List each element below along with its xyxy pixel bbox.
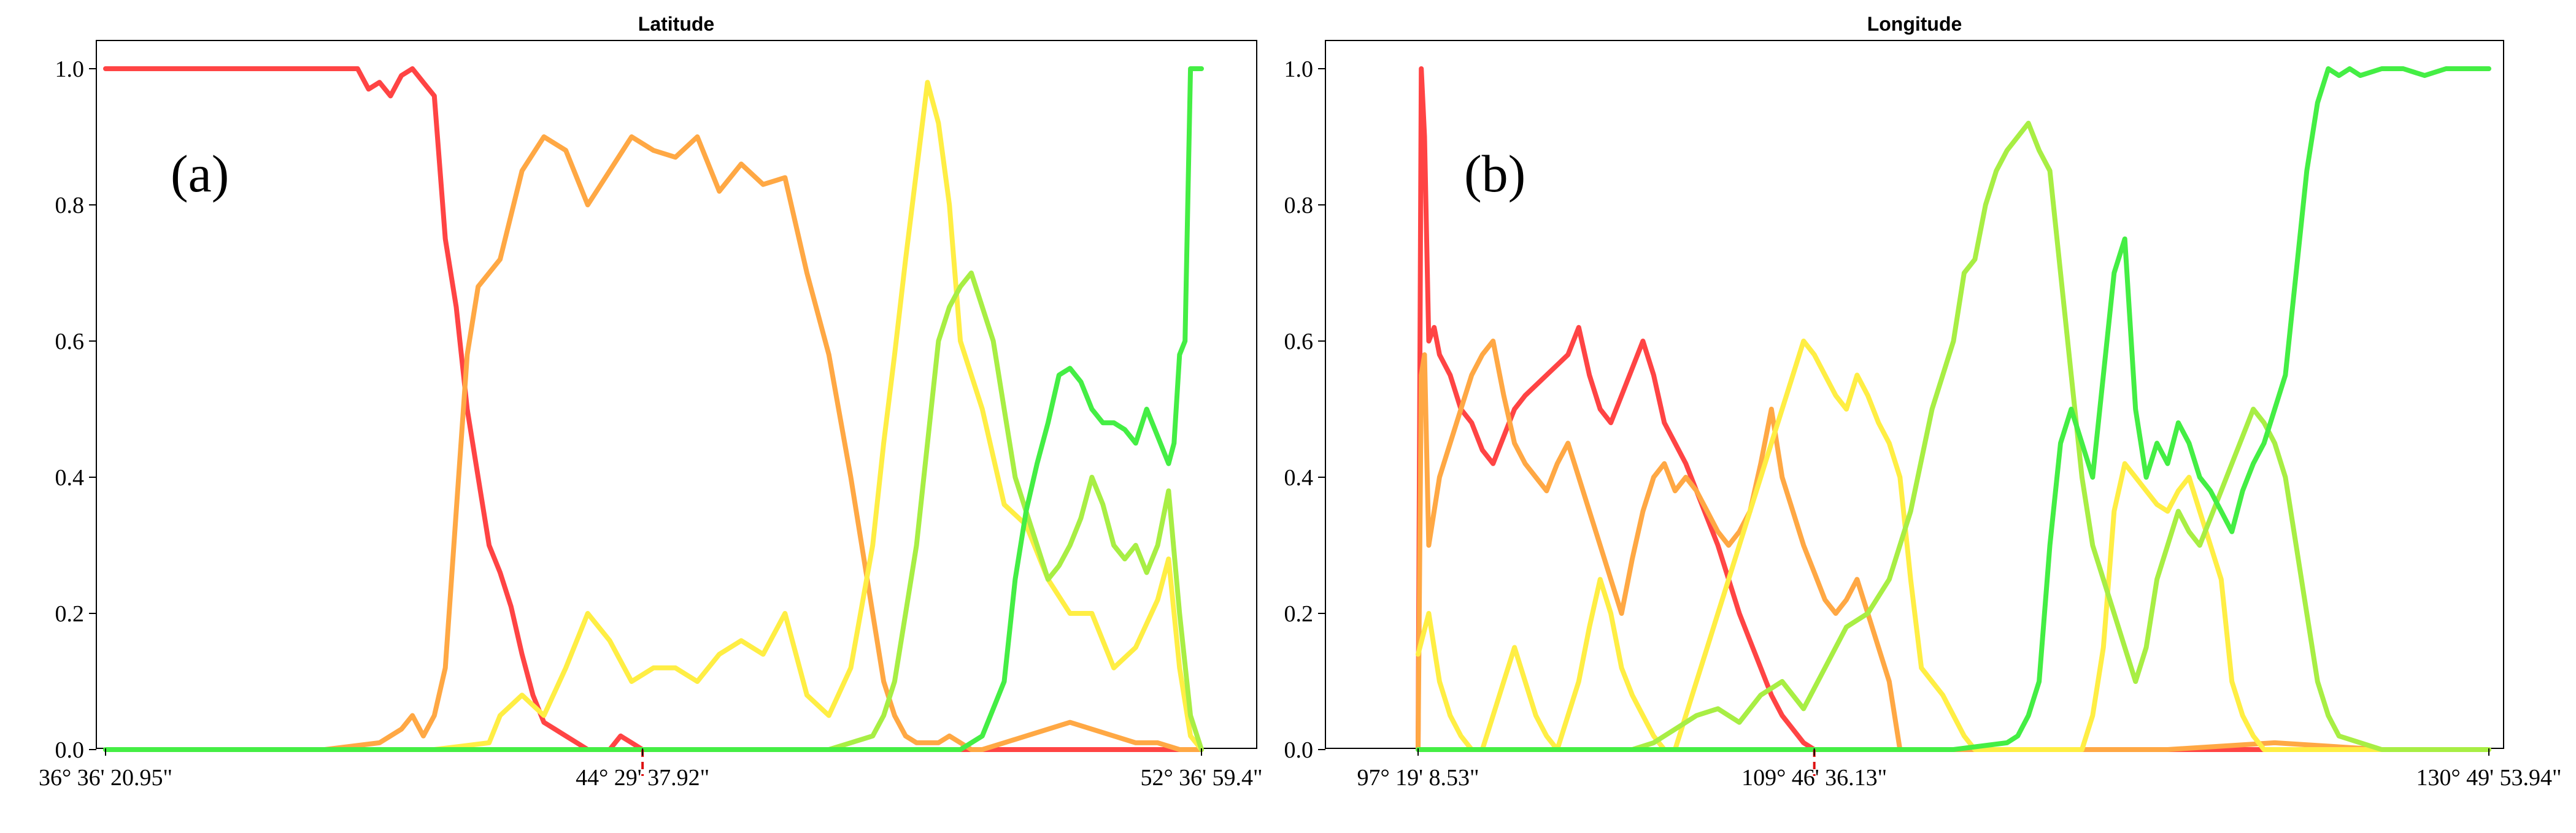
series-line-4 — [1416, 66, 2491, 752]
y-tick-label: 0.8 — [55, 193, 85, 218]
x-tick-label: 36° 36' 20.95" — [39, 765, 172, 791]
x-tick-label: 130° 49' 53.94" — [2416, 765, 2561, 791]
panel-label: (b) — [1464, 144, 1525, 203]
y-tick-label: 0.0 — [55, 737, 85, 763]
series-line-3 — [1416, 120, 2491, 752]
series-line-4 — [103, 66, 1204, 752]
chart-title: Latitude — [638, 13, 714, 35]
x-tick-label: 97° 19' 8.53" — [1357, 765, 1479, 791]
series-line-1 — [1416, 339, 2491, 752]
y-tick-label: 0.0 — [1284, 737, 1314, 763]
series-line-0 — [1416, 66, 2491, 752]
series-line-1 — [103, 134, 1204, 752]
chart-panel-longitude: Longitude (b) 0.0 0.2 0.4 0.6 0.8 1.0 97° 19' … — [1284, 13, 2562, 791]
panel-label: (a) — [171, 144, 229, 203]
x-tick-label: 52° 36' 59.4" — [1140, 765, 1262, 791]
x-tick-label: 44° 29' 37.92" — [576, 765, 709, 791]
y-tick-label: 1.0 — [1284, 56, 1314, 82]
y-tick-label: 0.2 — [1284, 601, 1314, 627]
y-tick-label: 1.0 — [55, 56, 85, 82]
y-tick-label: 0.4 — [55, 465, 85, 491]
series-layer — [103, 66, 1204, 776]
y-tick-label: 0.2 — [55, 601, 85, 627]
tick-layer: 0.0 0.2 0.4 0.6 0.8 1.0 36° 36' 20.95" 44° 29' … — [39, 56, 1263, 791]
series-line-0 — [103, 66, 1204, 752]
y-tick-label: 0.8 — [1284, 193, 1314, 218]
y-tick-label: 0.6 — [1284, 329, 1314, 355]
tick-layer: 0.0 0.2 0.4 0.6 0.8 1.0 97° 19' 8.53" 109° 46' … — [1284, 56, 2562, 791]
plot-frame — [96, 40, 1257, 749]
series-layer — [1416, 66, 2491, 776]
chart-title: Longitude — [1867, 13, 1962, 35]
series-line-3 — [103, 271, 1204, 752]
series-line-2 — [1416, 339, 2491, 752]
y-tick-label: 0.6 — [55, 329, 85, 355]
x-tick-label: 109° 46' 36.13" — [1741, 765, 1887, 791]
series-line-2 — [103, 80, 1204, 752]
y-tick-label: 0.4 — [1284, 465, 1314, 491]
chart-panel-latitude: Latitude (a) 0.0 0.2 0.4 0.6 0.8 1.0 36° 36' 2… — [39, 13, 1263, 791]
